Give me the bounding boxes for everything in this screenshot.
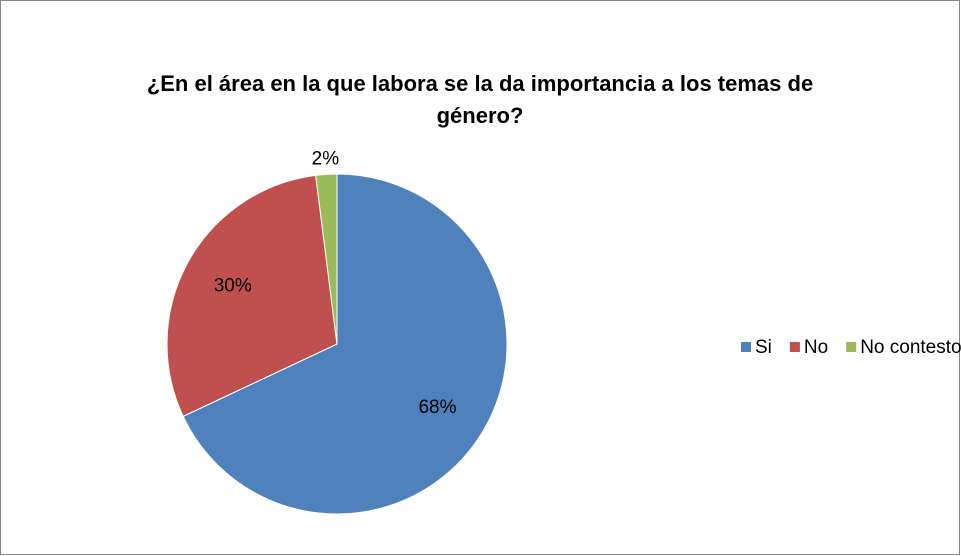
data-label: 30% <box>214 276 252 297</box>
pie-slice <box>182 173 508 515</box>
legend-swatch <box>789 342 800 352</box>
chart-title: ¿En el área en la que labora se la da im… <box>146 71 814 128</box>
pie-slice <box>166 174 338 418</box>
legend-label: No <box>804 337 828 358</box>
legend-label: Si <box>755 337 772 358</box>
legend-swatch <box>846 342 857 352</box>
legend-swatch <box>741 342 751 352</box>
data-label: 68% <box>418 397 456 418</box>
pie-slice <box>315 173 338 345</box>
data-label: 2% <box>312 148 340 169</box>
legend-label: No contesto <box>860 337 961 358</box>
